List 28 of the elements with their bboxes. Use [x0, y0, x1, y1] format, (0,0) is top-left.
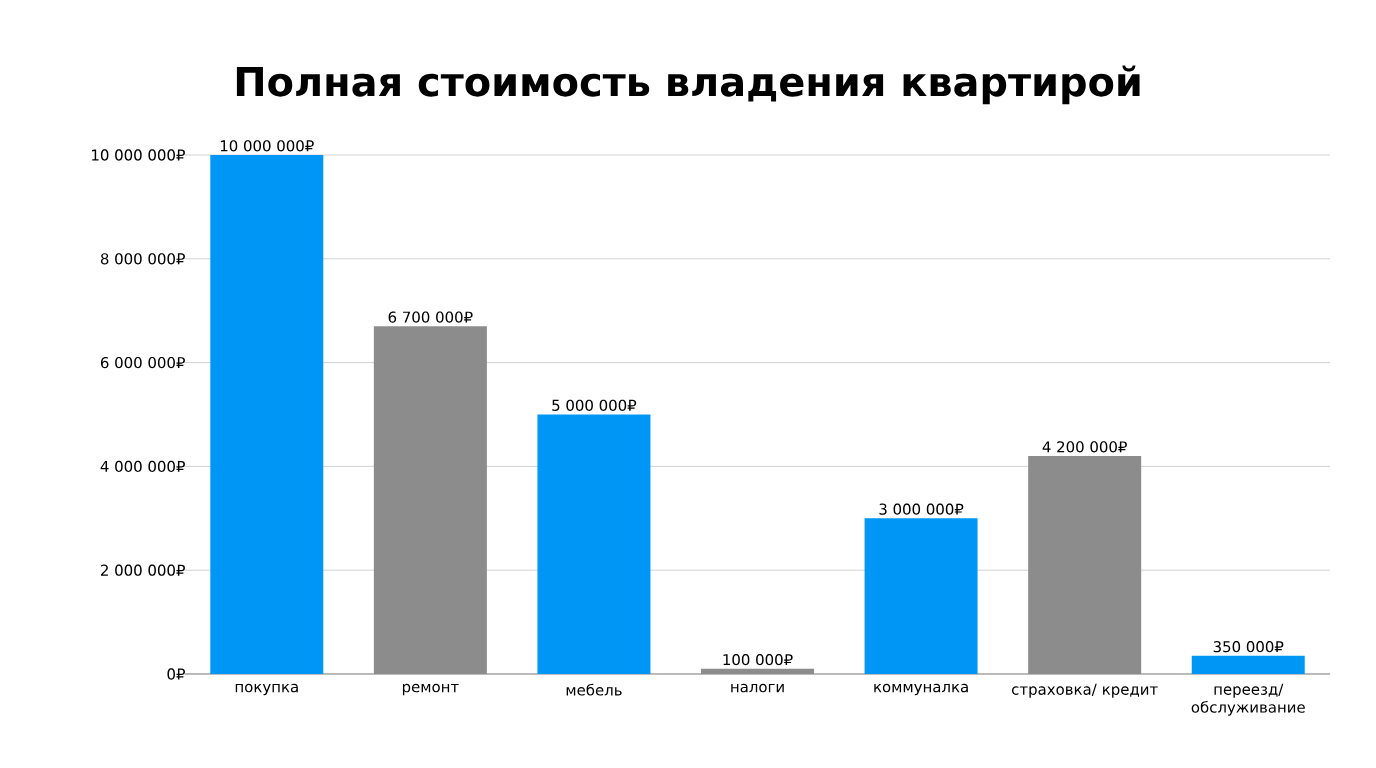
x-tick-label: коммуналка	[874, 683, 968, 696]
data-label: 350 000₽	[1213, 641, 1284, 653]
data-label: 100 000₽	[723, 653, 793, 666]
y-tick-label: 6 000 000₽	[100, 356, 185, 369]
chart-title: Полная стоимость владения квартирой	[236, 65, 1140, 105]
bar	[864, 518, 978, 674]
data-label: 3 000 000₽	[879, 503, 964, 515]
y-tick-label: 4 000 000₽	[100, 460, 185, 473]
y-tick-label: 2 000 000₽	[101, 564, 185, 576]
data-label: 10 000 000₽	[220, 140, 314, 152]
bar	[210, 154, 324, 674]
data-label: 5 000 000₽	[552, 399, 637, 411]
x-tick-label: ремонт	[402, 683, 459, 696]
x-tick-label: переезд/ обслуживание	[1191, 683, 1305, 716]
bar	[701, 668, 815, 674]
y-tick-label: 0₽	[167, 668, 185, 680]
x-tick-label: покупка	[235, 683, 298, 696]
bar	[537, 414, 651, 674]
bar	[1191, 655, 1305, 674]
x-tick-label: страховка/ кредит	[1011, 683, 1158, 698]
x-tick-label: налоги	[731, 683, 784, 693]
y-tick-label: 8 000 000₽	[100, 253, 185, 265]
data-label: 6 700 000₽	[388, 311, 473, 323]
bar	[1028, 456, 1142, 674]
data-label: 4 200 000₽	[1042, 441, 1127, 453]
x-tick-label: мебель	[566, 683, 622, 696]
y-tick-label: 10 000 000₽	[92, 149, 185, 161]
bar	[373, 326, 487, 674]
